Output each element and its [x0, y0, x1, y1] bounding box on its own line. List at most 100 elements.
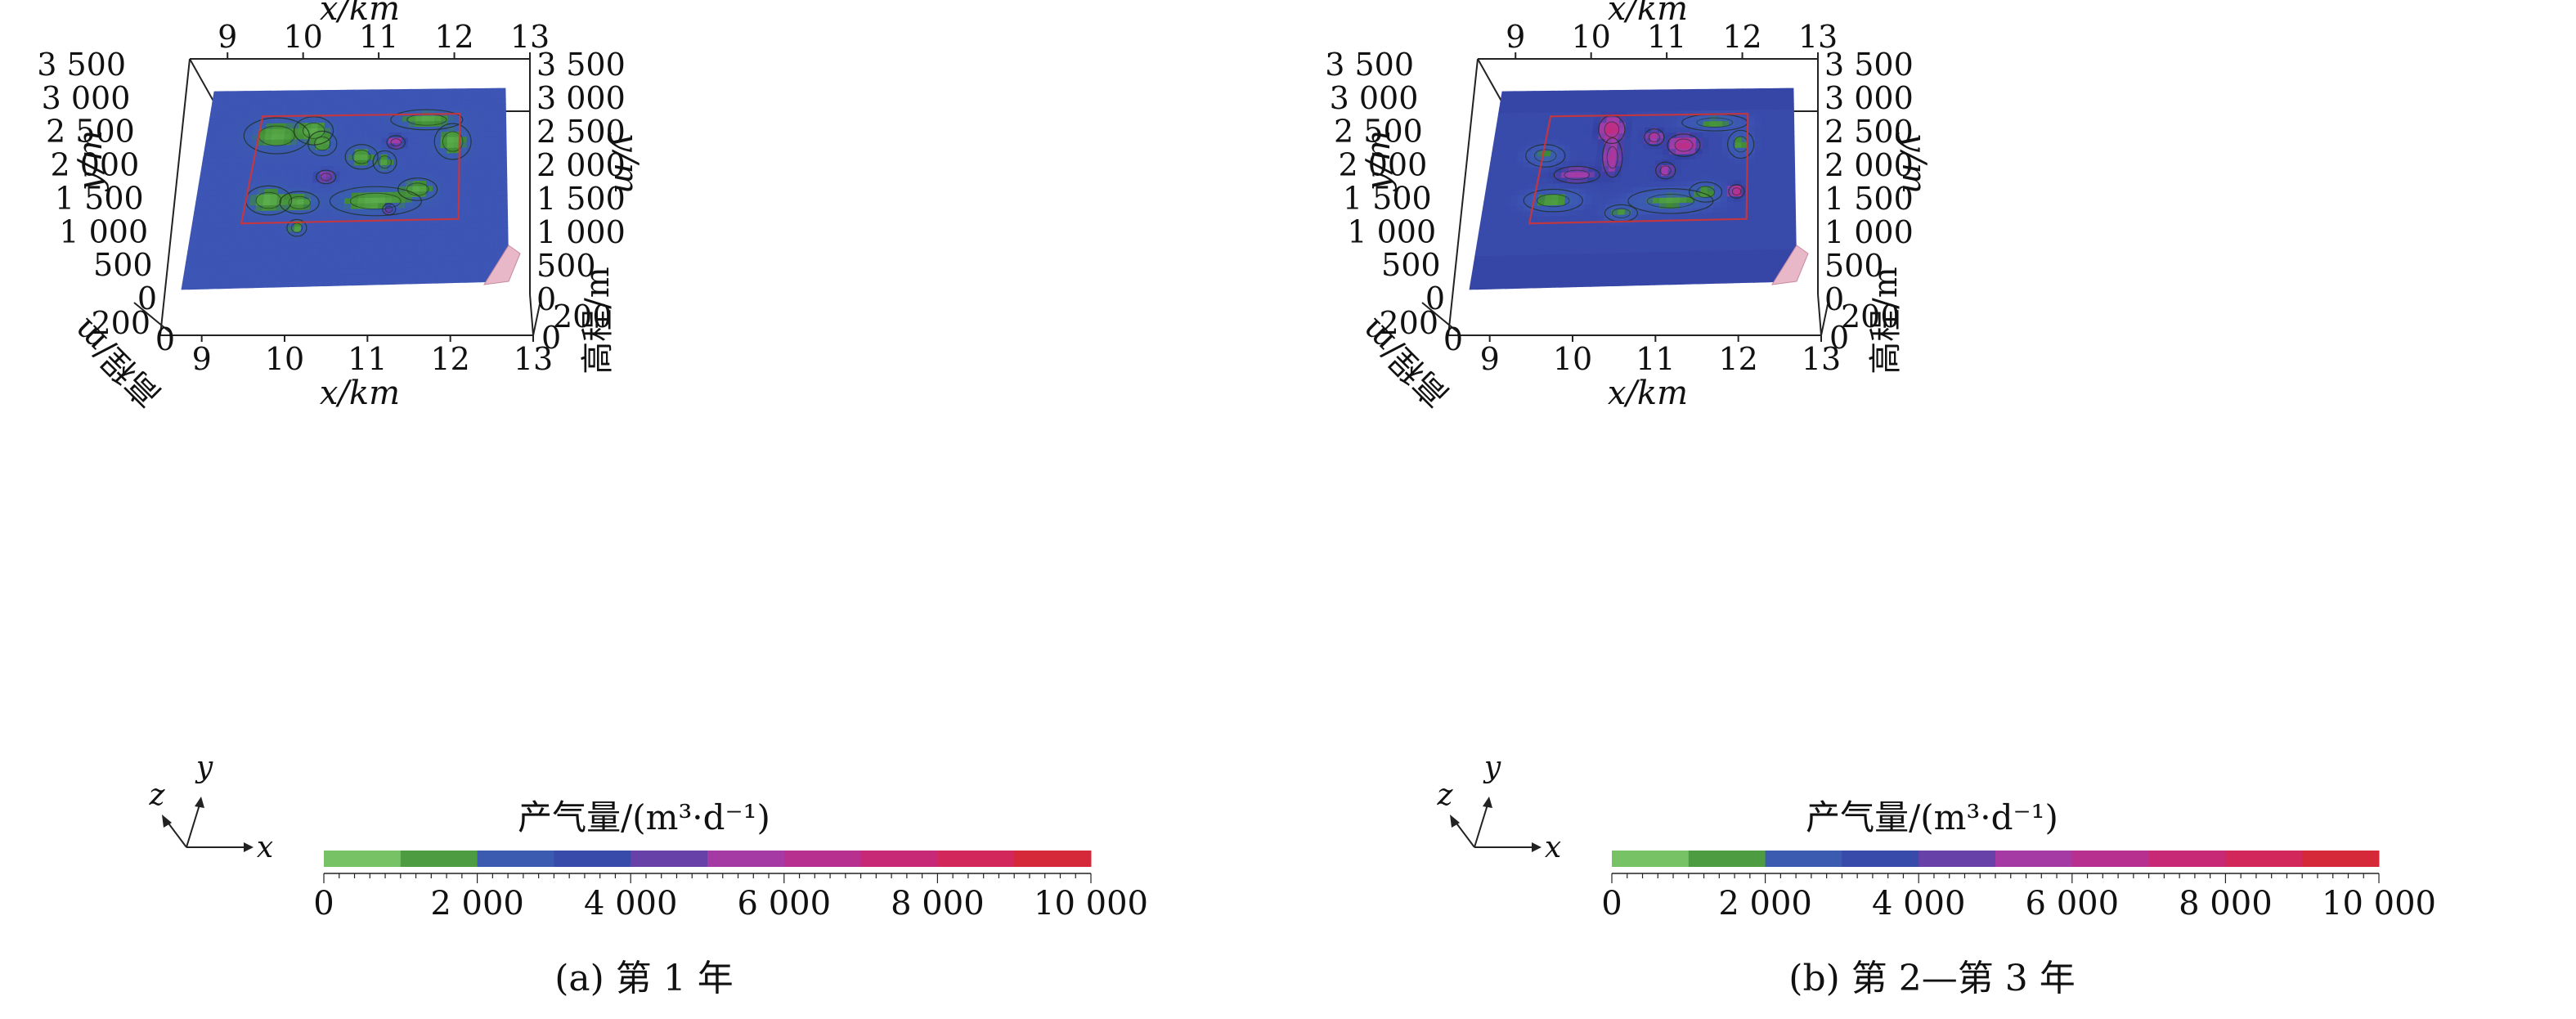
surface-cell: [199, 217, 208, 224]
contour-line: [386, 135, 406, 150]
surface-cell: [1640, 171, 1649, 177]
surface-cell: [1515, 260, 1524, 267]
surface-cell: [339, 165, 348, 173]
surface-cell: [1524, 107, 1533, 114]
surface-cell: [327, 155, 336, 162]
surface-cell: [1506, 272, 1515, 278]
surface-cell: [235, 156, 244, 164]
y-right-tick-label: 2 500: [536, 114, 626, 150]
y-right-tick-label: 1 500: [1824, 181, 1914, 217]
surface-cell: [375, 132, 384, 139]
surface-cell: [1586, 182, 1595, 190]
surface-cell: [249, 107, 257, 114]
surface-cell: [1643, 236, 1651, 243]
surface-cell: [196, 190, 205, 197]
surface-cell: [381, 132, 390, 139]
surface-cell: [1715, 148, 1723, 155]
surface-cell: [1577, 139, 1586, 146]
surface-cell: [1642, 155, 1650, 161]
surface-cell: [289, 90, 298, 97]
surface-cell: [402, 256, 411, 263]
surface-cell: [1527, 276, 1536, 283]
surface-cell: [1478, 228, 1488, 236]
surface-cell: [1560, 237, 1568, 245]
surface-cell: [1709, 121, 1717, 128]
surface-cell: [1485, 228, 1494, 236]
surface-cell: [1509, 118, 1518, 125]
surface-cell: [225, 178, 234, 186]
surface-cell: [1627, 176, 1636, 183]
surface-cell: [1788, 238, 1797, 245]
surface-cell: [486, 110, 494, 116]
surface-cell: [308, 215, 317, 222]
surface-cell: [419, 186, 427, 192]
surface-cell: [447, 137, 455, 144]
surface-cell: [479, 125, 487, 132]
surface-cell: [1595, 95, 1604, 102]
surface-cell: [346, 171, 354, 177]
surface-cell: [1761, 249, 1769, 256]
surface-cell: [1739, 245, 1748, 251]
surface-cell: [396, 235, 405, 241]
surface-cell: [1533, 91, 1541, 97]
surface-cell: [236, 238, 246, 245]
surface-cell: [1688, 159, 1696, 166]
surface-cell: [1551, 200, 1560, 206]
surface-cell: [245, 276, 255, 283]
x-top-tick-label: 10: [283, 19, 322, 55]
surface-cell: [267, 106, 276, 114]
surface-cell: [254, 259, 264, 267]
surface-cell: [1569, 150, 1578, 157]
surface-cell: [1717, 88, 1725, 96]
surface-cell: [225, 271, 235, 278]
surface-cell: [224, 140, 233, 147]
surface-cell: [492, 157, 500, 164]
surface-cell: [389, 235, 398, 242]
surface-cell: [1780, 114, 1788, 121]
surface-cell: [1522, 162, 1531, 168]
surface-cell: [354, 246, 362, 254]
surface-cell: [1761, 260, 1769, 267]
surface-cell: [1781, 232, 1790, 240]
surface-cell: [479, 200, 487, 208]
surface-cell: [1613, 187, 1621, 195]
surface-cell: [446, 174, 454, 182]
surface-cell: [352, 176, 361, 183]
surface-cell: [399, 170, 408, 177]
surface-cell: [284, 133, 292, 141]
surface-cell: [366, 170, 375, 177]
surface-cell: [1475, 245, 1484, 252]
surface-cell: [1767, 120, 1775, 127]
surface-cell: [197, 228, 206, 236]
surface-cell: [212, 266, 221, 273]
surface-cell: [1508, 211, 1517, 218]
surface-cell: [413, 153, 421, 160]
surface-cell: [303, 269, 312, 276]
surface-cell: [1579, 242, 1589, 249]
surface-cell: [1552, 237, 1561, 245]
surface-cell: [380, 148, 389, 155]
surface-cell: [1519, 227, 1528, 235]
surface-cell: [1619, 263, 1628, 270]
surface-cell: [1670, 121, 1678, 128]
surface-cell: [365, 186, 374, 194]
surface-cell: [1593, 248, 1602, 254]
surface-cell: [1515, 254, 1524, 262]
surface-cell: [1588, 101, 1597, 108]
surface-cell: [420, 169, 428, 177]
surface-cell: [1625, 122, 1633, 129]
surface-cell: [500, 163, 508, 169]
surface-cell: [429, 94, 437, 101]
y-left-tick-label: 0: [1425, 281, 1445, 316]
surface-cell: [1550, 101, 1559, 108]
surface-cell: [1761, 206, 1769, 213]
surface-cell: [254, 271, 263, 277]
surface-cell: [1761, 212, 1769, 218]
surface-cell: [1632, 279, 1641, 286]
surface-cell: [1691, 229, 1700, 236]
surface-cell: [396, 251, 404, 258]
surface-cell: [1690, 105, 1699, 112]
surface-cell: [304, 253, 313, 260]
surface-cell: [254, 112, 263, 119]
surface-cell: [223, 282, 233, 290]
